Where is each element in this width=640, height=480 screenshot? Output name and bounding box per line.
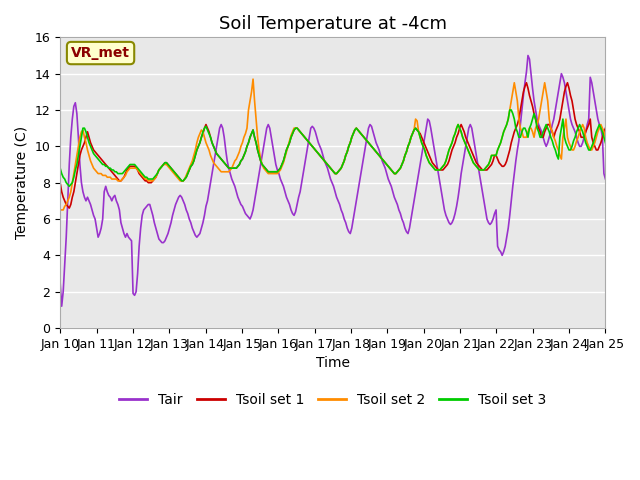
Tair: [602, 176, 609, 182]
Tsoil set 3: [125, 164, 132, 169]
Text: VR_met: VR_met: [71, 46, 130, 60]
Tsoil set 1: [56, 180, 64, 186]
Y-axis label: Temperature (C): Temperature (C): [15, 126, 29, 239]
Tsoil set 2: [602, 134, 609, 140]
Tsoil set 1: [239, 156, 246, 162]
Tair: [220, 134, 228, 140]
Tair: [56, 280, 64, 286]
Tair: [58, 303, 65, 309]
Tsoil set 2: [237, 144, 244, 149]
Tsoil set 3: [574, 125, 582, 131]
Tsoil set 2: [219, 169, 227, 175]
Tsoil set 1: [65, 205, 73, 211]
Line: Tair: Tair: [60, 56, 605, 306]
Tair: [296, 189, 304, 194]
Tsoil set 3: [296, 129, 304, 135]
Tsoil set 2: [56, 207, 64, 213]
Tsoil set 1: [220, 160, 228, 166]
Tsoil set 1: [125, 165, 132, 171]
X-axis label: Time: Time: [316, 356, 350, 370]
Tsoil set 3: [506, 107, 513, 113]
Tair: [574, 140, 582, 145]
Tair: [239, 204, 246, 209]
Tsoil set 1: [523, 80, 531, 85]
Tsoil set 3: [56, 165, 64, 171]
Tair: [248, 213, 255, 218]
Tsoil set 3: [220, 160, 228, 166]
Tsoil set 3: [602, 140, 609, 145]
Tair: [125, 234, 132, 240]
Tsoil set 2: [249, 76, 257, 82]
Tsoil set 2: [296, 129, 304, 135]
Tair: [524, 53, 532, 59]
Tsoil set 1: [248, 131, 255, 136]
Tsoil set 2: [573, 138, 580, 144]
Tsoil set 3: [248, 131, 255, 136]
Tsoil set 1: [602, 125, 609, 131]
Tsoil set 1: [296, 129, 304, 135]
Line: Tsoil set 3: Tsoil set 3: [60, 110, 605, 186]
Tsoil set 1: [574, 125, 582, 131]
Legend: Tair, Tsoil set 1, Tsoil set 2, Tsoil set 3: Tair, Tsoil set 1, Tsoil set 2, Tsoil se…: [114, 387, 552, 412]
Tsoil set 3: [65, 183, 73, 189]
Line: Tsoil set 2: Tsoil set 2: [60, 79, 605, 210]
Title: Soil Temperature at -4cm: Soil Temperature at -4cm: [219, 15, 447, 33]
Tsoil set 3: [239, 156, 246, 162]
Tsoil set 2: [123, 169, 131, 175]
Line: Tsoil set 1: Tsoil set 1: [60, 83, 605, 208]
Tsoil set 2: [246, 98, 254, 104]
